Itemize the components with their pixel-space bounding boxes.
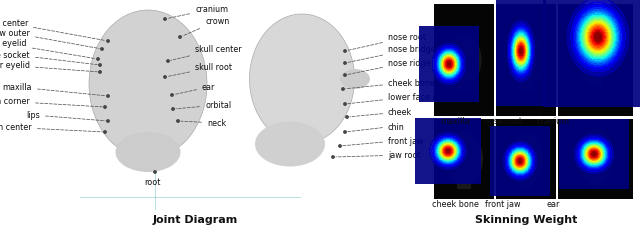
Ellipse shape (576, 29, 614, 84)
Circle shape (339, 145, 341, 147)
Text: cranium: cranium (168, 5, 228, 19)
Circle shape (344, 131, 346, 134)
Ellipse shape (509, 35, 543, 87)
Circle shape (97, 59, 99, 61)
Text: Joint Diagram: Joint Diagram (152, 214, 237, 224)
Text: crown: crown (182, 17, 229, 37)
Text: front jaw: front jaw (343, 136, 424, 146)
FancyBboxPatch shape (130, 128, 161, 164)
Bar (558, 5, 633, 117)
Circle shape (171, 94, 173, 97)
Text: mouth center: mouth center (0, 123, 102, 132)
Text: cheek bone: cheek bone (346, 78, 435, 89)
Ellipse shape (576, 129, 614, 184)
Text: nose bridge: nose bridge (348, 45, 436, 63)
Circle shape (344, 51, 346, 53)
Text: ear: ear (547, 200, 560, 209)
Text: mouth corner: mouth corner (0, 97, 102, 107)
Bar (496, 5, 556, 117)
Text: eye socket: eye socket (0, 50, 97, 65)
Circle shape (107, 41, 109, 43)
Text: cheek: cheek (350, 108, 412, 117)
Bar (457, 175, 471, 189)
Circle shape (164, 76, 166, 79)
Circle shape (344, 63, 346, 65)
Circle shape (179, 37, 181, 39)
Circle shape (346, 116, 348, 119)
Text: neck: neck (180, 119, 227, 128)
Text: nose root: nose root (348, 33, 426, 51)
Circle shape (167, 60, 169, 63)
Bar (558, 120, 633, 199)
Circle shape (342, 88, 344, 91)
Circle shape (344, 74, 346, 77)
Circle shape (107, 95, 109, 98)
Text: maxilla: maxilla (440, 117, 470, 126)
Ellipse shape (255, 122, 325, 167)
Text: cheek bone: cheek bone (431, 200, 479, 209)
Text: cranium: cranium (536, 117, 570, 126)
Bar (434, 120, 494, 199)
Text: front jaw: front jaw (485, 200, 521, 209)
Ellipse shape (89, 11, 207, 158)
Text: lips: lips (26, 111, 105, 121)
Text: orbital: orbital (176, 101, 231, 110)
Text: maxilla: maxilla (3, 83, 105, 96)
Bar (457, 77, 471, 91)
Text: chin: chin (348, 122, 404, 132)
Ellipse shape (445, 132, 483, 187)
Text: upper eyelid: upper eyelid (0, 39, 95, 59)
Ellipse shape (115, 132, 180, 172)
Text: skull center: skull center (171, 45, 242, 61)
Text: jaw root: jaw root (336, 151, 420, 160)
Circle shape (107, 120, 109, 123)
Circle shape (99, 71, 101, 74)
Ellipse shape (509, 134, 543, 185)
Text: brow outer: brow outer (0, 28, 99, 49)
Text: lower face root: lower face root (348, 92, 449, 104)
Ellipse shape (340, 70, 370, 90)
Text: root: root (144, 172, 160, 187)
Text: Skinning Weight: Skinning Weight (475, 214, 577, 224)
Ellipse shape (447, 35, 481, 87)
Circle shape (101, 49, 103, 51)
Text: ear: ear (175, 83, 216, 95)
Bar (588, 73, 602, 87)
Bar (519, 175, 533, 189)
Bar (588, 172, 602, 186)
Bar (496, 120, 556, 199)
Text: brow center: brow center (0, 18, 105, 41)
Circle shape (172, 108, 174, 111)
Text: nose ridge: nose ridge (348, 58, 431, 75)
Circle shape (164, 19, 166, 21)
Bar (434, 5, 494, 117)
Text: skull root: skull root (168, 63, 232, 77)
Circle shape (99, 65, 101, 67)
Ellipse shape (250, 15, 355, 144)
Circle shape (332, 156, 334, 158)
Circle shape (344, 103, 346, 106)
Circle shape (177, 120, 179, 123)
Circle shape (154, 171, 156, 173)
Circle shape (104, 131, 106, 134)
Bar (519, 77, 533, 91)
Text: nose root: nose root (484, 117, 522, 126)
Text: lower eyelid: lower eyelid (0, 61, 97, 72)
Circle shape (104, 106, 106, 109)
